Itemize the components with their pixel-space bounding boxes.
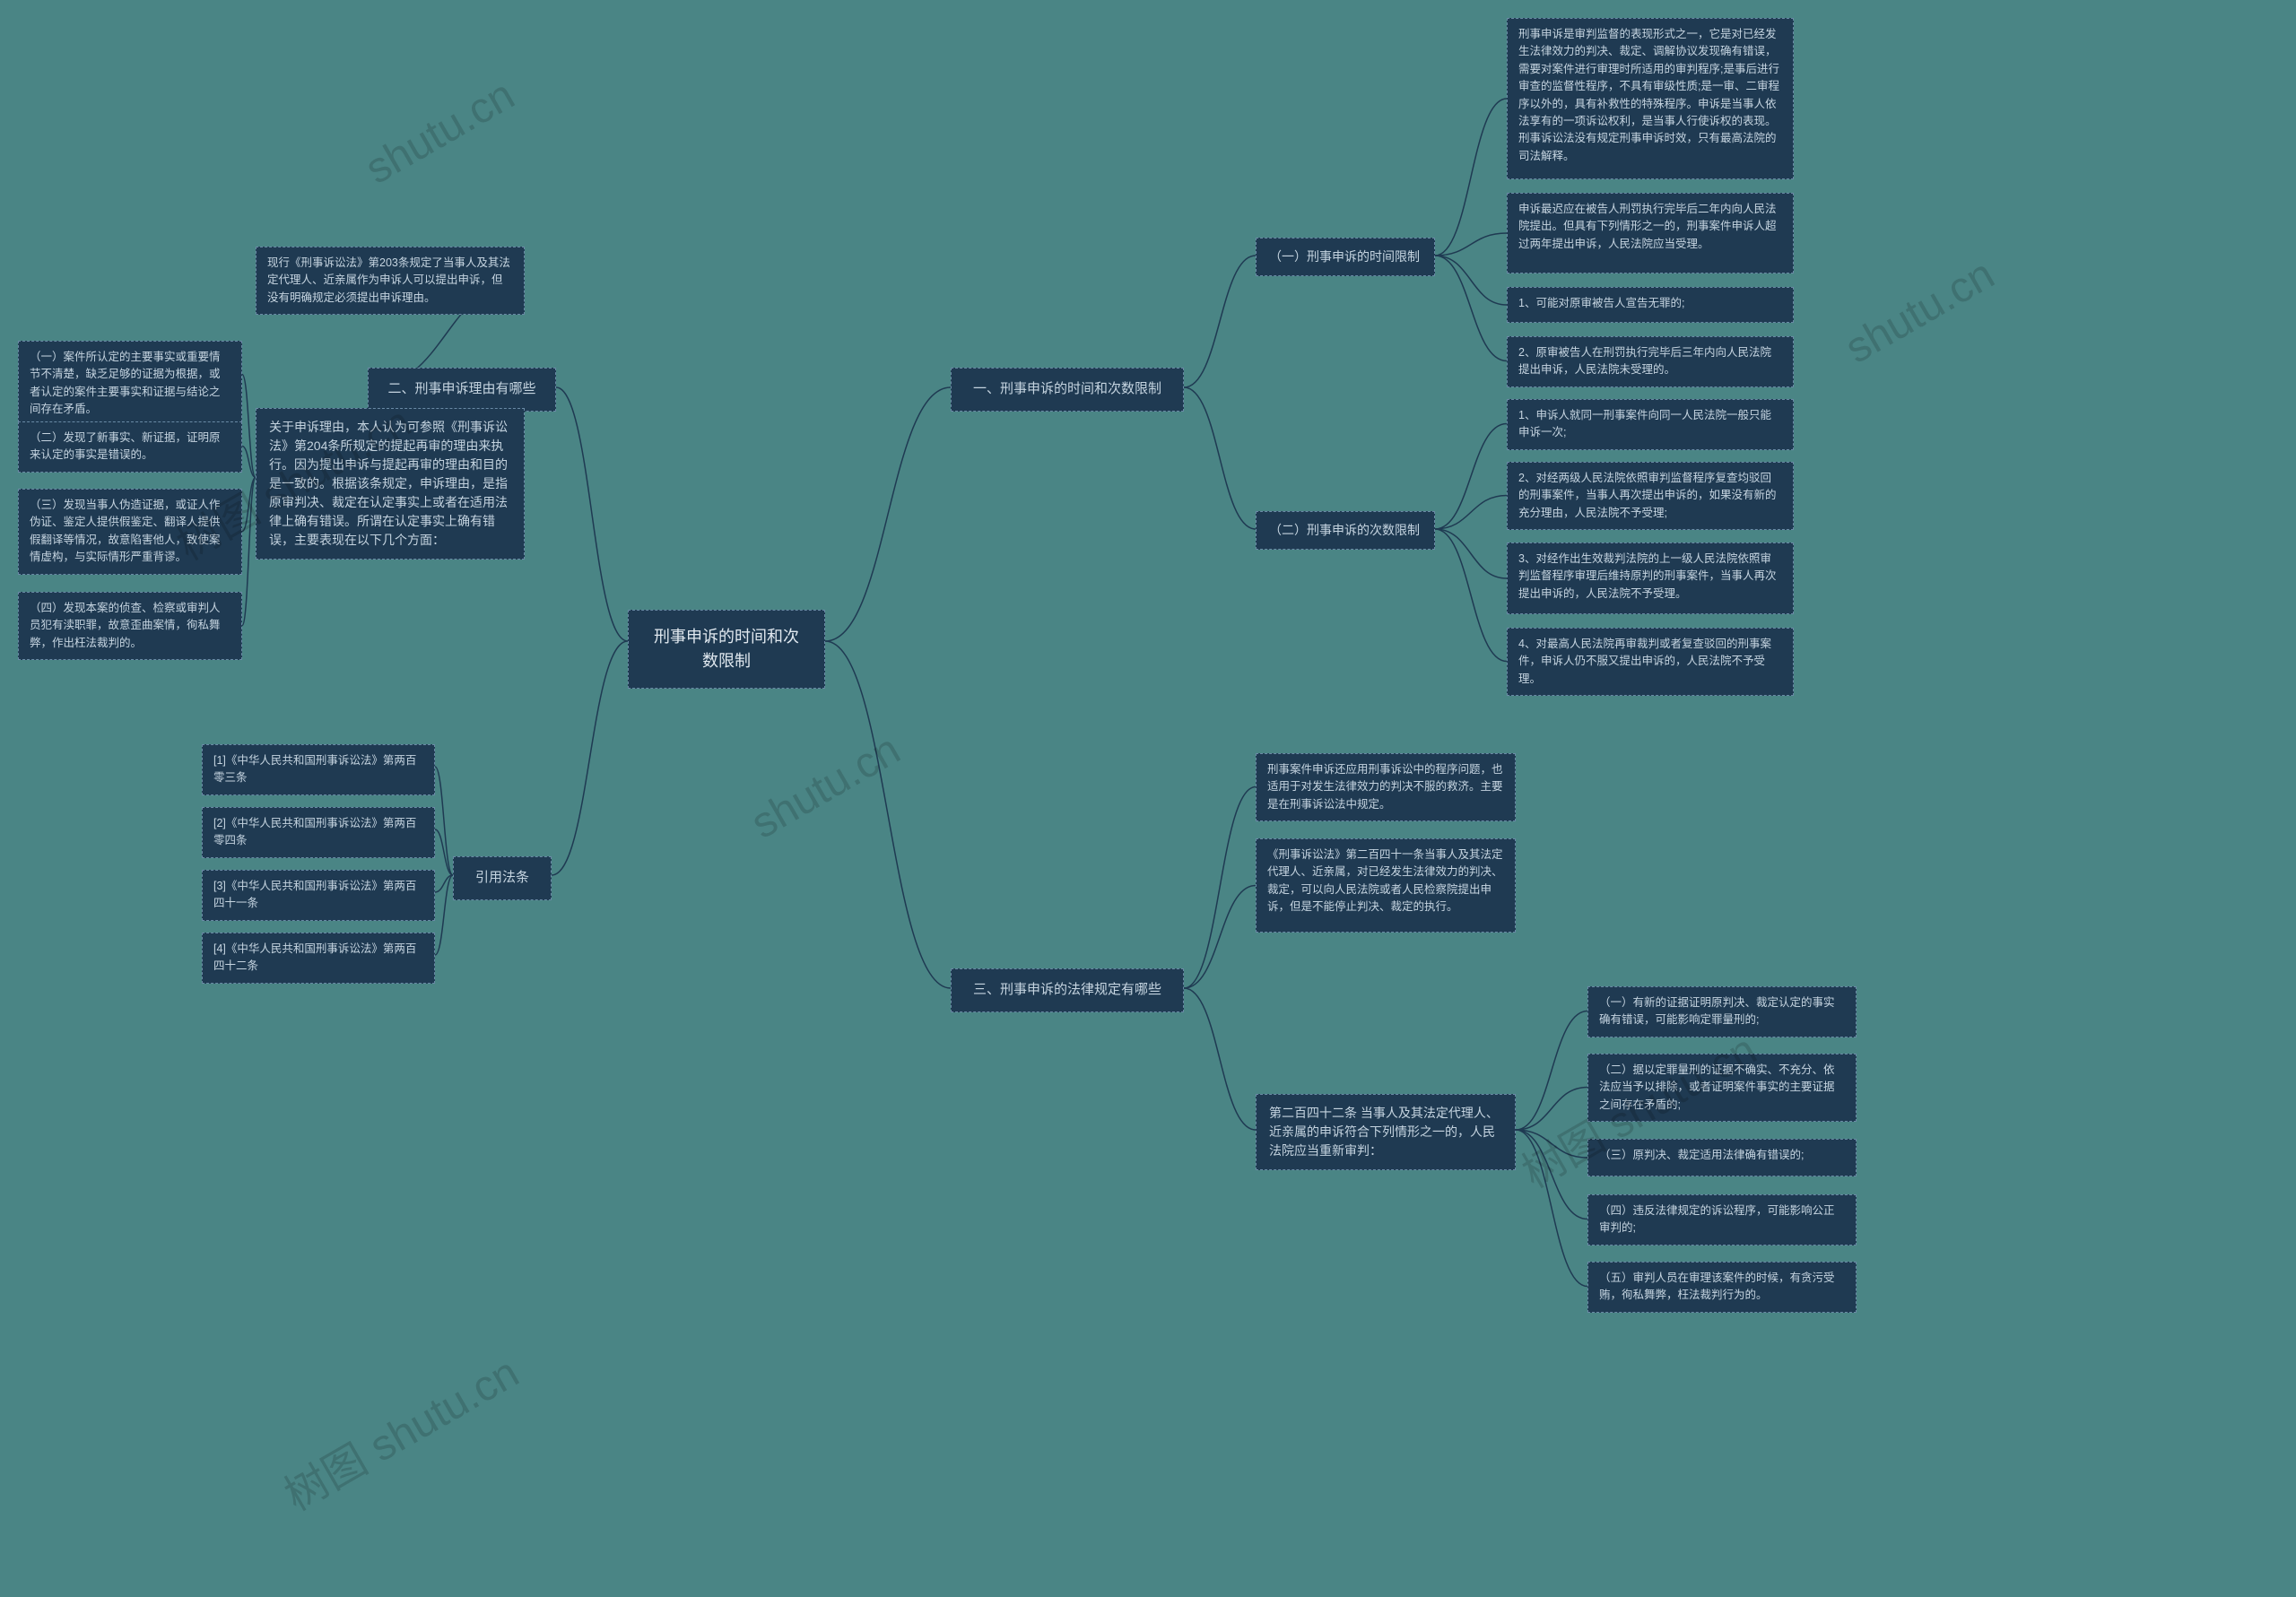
mindmap-node: 关于申诉理由，本人认为可参照《刑事诉讼法》第204条所规定的提起再审的理由来执行… bbox=[256, 408, 525, 560]
mindmap-node: 三、刑事申诉的法律规定有哪些 bbox=[951, 968, 1184, 1012]
mindmap-node: （二）发现了新事实、新证据，证明原来认定的事实是错误的。 bbox=[18, 421, 242, 473]
mindmap-node: 刑事申诉的时间和次数限制 bbox=[628, 610, 825, 689]
mindmap-node: [2]《中华人民共和国刑事诉讼法》第两百零四条 bbox=[202, 807, 435, 858]
mindmap-node: （一）有新的证据证明原判决、裁定认定的事实确有错误，可能影响定罪量刑的; bbox=[1587, 986, 1857, 1037]
mindmap-node: 第二百四十二条 当事人及其法定代理人、近亲属的申诉符合下列情形之一的，人民法院应… bbox=[1256, 1094, 1516, 1170]
watermark: 树图 shutu.cn bbox=[271, 1338, 528, 1523]
mindmap-node: 2、原审被告人在刑罚执行完毕后三年内向人民法院提出申诉，人民法院未受理的。 bbox=[1507, 336, 1794, 387]
watermark: shutu.cn bbox=[357, 70, 523, 194]
mindmap-node: （一）案件所认定的主要事实或重要情节不清楚，缺乏足够的证据为根据，或者认定的案件… bbox=[18, 341, 242, 427]
mindmap-node: 1、可能对原审被告人宣告无罪的; bbox=[1507, 287, 1794, 323]
mindmap-node: 4、对最高人民法院再审裁判或者复查驳回的刑事案件，申诉人仍不服又提出申诉的，人民… bbox=[1507, 628, 1794, 696]
mindmap-node: 2、对经两级人民法院依照审判监督程序复查均驳回的刑事案件，当事人再次提出申诉的，… bbox=[1507, 462, 1794, 530]
mindmap-node: （二）刑事申诉的次数限制 bbox=[1256, 511, 1435, 550]
mindmap-node: 现行《刑事诉讼法》第203条规定了当事人及其法定代理人、近亲属作为申诉人可以提出… bbox=[256, 247, 525, 315]
mindmap-node: （三）发现当事人伪造证据，或证人作伪证、鉴定人提供假鉴定、翻译人提供假翻译等情况… bbox=[18, 489, 242, 575]
mindmap-node: （三）原判决、裁定适用法律确有错误的; bbox=[1587, 1139, 1857, 1176]
mindmap-node: 申诉最迟应在被告人刑罚执行完毕后二年内向人民法院提出。但具有下列情形之一的，刑事… bbox=[1507, 193, 1794, 273]
mindmap-node: 二、刑事申诉理由有哪些 bbox=[368, 368, 556, 412]
connectors-svg bbox=[0, 0, 2296, 1597]
mindmap-node: [4]《中华人民共和国刑事诉讼法》第两百四十二条 bbox=[202, 933, 435, 984]
mindmap-node: 一、刑事申诉的时间和次数限制 bbox=[951, 368, 1184, 412]
mindmap-node: [3]《中华人民共和国刑事诉讼法》第两百四十一条 bbox=[202, 870, 435, 921]
mindmap-node: （四）违反法律规定的诉讼程序，可能影响公正审判的; bbox=[1587, 1194, 1857, 1245]
mindmap-node: 3、对经作出生效裁判法院的上一级人民法院依照审判监督程序审理后维持原判的刑事案件… bbox=[1507, 542, 1794, 614]
mindmap-node: 1、申诉人就同一刑事案件向同一人民法院一般只能申诉一次; bbox=[1507, 399, 1794, 450]
mindmap-node: （一）刑事申诉的时间限制 bbox=[1256, 238, 1435, 276]
mindmap-node: 《刑事诉讼法》第二百四十一条当事人及其法定代理人、近亲属，对已经发生法律效力的判… bbox=[1256, 838, 1516, 933]
mindmap-node: （二）据以定罪量刑的证据不确实、不充分、依法应当予以排除，或者证明案件事实的主要… bbox=[1587, 1054, 1857, 1122]
watermark: shutu.cn bbox=[743, 725, 909, 848]
mindmap-node: 引用法条 bbox=[453, 856, 552, 900]
mindmap-node: 刑事案件申诉还应用刑事诉讼中的程序问题，也适用于对发生法律效力的判决不服的救济。… bbox=[1256, 753, 1516, 821]
watermark: shutu.cn bbox=[1837, 249, 2003, 373]
mindmap-node: 刑事申诉是审判监督的表现形式之一，它是对已经发生法律效力的判决、裁定、调解协议发… bbox=[1507, 18, 1794, 179]
mindmap-node: （五）审判人员在审理该案件的时候，有贪污受贿，徇私舞弊，枉法裁判行为的。 bbox=[1587, 1262, 1857, 1313]
mindmap-node: （四）发现本案的侦查、检察或审判人员犯有渎职罪，故意歪曲案情，徇私舞弊，作出枉法… bbox=[18, 592, 242, 660]
mindmap-node: [1]《中华人民共和国刑事诉讼法》第两百零三条 bbox=[202, 744, 435, 795]
